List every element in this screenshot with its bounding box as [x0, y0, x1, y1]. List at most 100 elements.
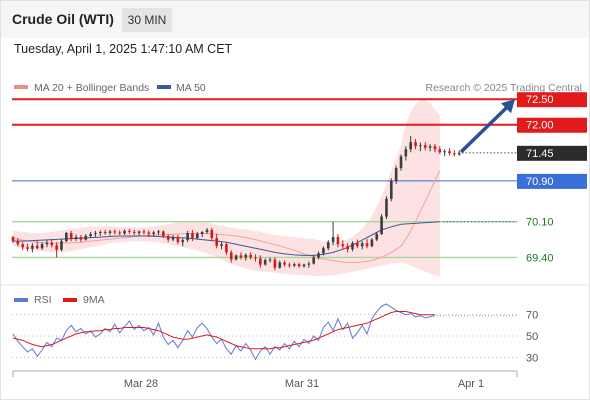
candle-body: [210, 229, 214, 239]
candle-body: [273, 259, 277, 268]
candle-body: [35, 245, 39, 249]
candle-body: [419, 145, 422, 147]
candle-body: [399, 156, 403, 169]
candle-body: [283, 262, 286, 265]
candle-body: [404, 149, 408, 157]
level-tag-70.90: [517, 173, 587, 189]
x-tick-label-mar-31: Mar 31: [285, 378, 319, 390]
candle-body: [113, 231, 117, 233]
timeframe-button[interactable]: 30 MIN: [122, 8, 172, 32]
level-label-72.50: 72.50: [526, 94, 554, 106]
candle-body: [278, 262, 282, 268]
candle-body: [137, 231, 141, 233]
candle-body: [45, 242, 49, 245]
candle-body: [89, 233, 92, 237]
rsi-tick-50: 50: [526, 331, 538, 343]
target-arrow-head: [501, 99, 515, 114]
candle-body: [205, 229, 209, 232]
candle-body: [331, 237, 335, 243]
candle-body: [414, 142, 417, 147]
candle-body: [326, 242, 330, 249]
candle-body: [16, 241, 20, 245]
legend-swatch-ma50: [157, 85, 171, 89]
candle-body: [99, 231, 102, 233]
candle-body: [50, 242, 54, 246]
candle-body: [21, 244, 24, 248]
rsi-tick-30: 30: [526, 352, 538, 364]
candle-body: [229, 252, 233, 260]
candle-body: [409, 142, 412, 150]
candle-body: [186, 232, 189, 241]
candle-body: [346, 246, 349, 250]
rsi-line: [12, 303, 436, 361]
candle-body: [457, 152, 461, 155]
rsi-tick-70: 70: [526, 310, 538, 322]
legend-label-ma50: MA 50: [176, 82, 206, 94]
candle-body: [375, 233, 379, 240]
candle-body: [254, 257, 257, 259]
candle-body: [428, 146, 432, 148]
level-label-69.40: 69.40: [526, 252, 554, 264]
candle-body: [132, 231, 136, 233]
candle-body: [152, 232, 155, 234]
level-label-72.00: 72.00: [526, 120, 554, 132]
candle-body: [103, 231, 107, 233]
copyright-text: Research © 2025 Trading Central: [425, 82, 582, 94]
instrument-title: Crude Oil (WTI): [12, 11, 114, 27]
candle-body: [360, 243, 364, 247]
level-label-71.45: 71.45: [526, 148, 554, 160]
candle-body: [380, 216, 383, 234]
candle-body: [142, 231, 146, 233]
candle-body: [74, 237, 78, 240]
candle-body: [322, 248, 325, 254]
candle-body: [341, 244, 345, 247]
level-label-70.90: 70.90: [526, 176, 554, 188]
candle-body: [79, 237, 83, 240]
candle-body: [171, 237, 175, 240]
candle-body: [351, 243, 354, 250]
candle-body: [448, 151, 451, 154]
candle-body: [297, 264, 301, 267]
candle-body: [453, 153, 456, 155]
candle-body: [263, 260, 267, 265]
candle-body: [259, 258, 262, 265]
candle-body: [307, 263, 311, 265]
candle-body: [239, 255, 243, 258]
candle-body: [220, 244, 223, 246]
legend-label-ma20: MA 20 + Bollinger Bands: [34, 82, 149, 94]
candle-body: [166, 236, 170, 240]
candle-body: [200, 231, 204, 234]
level-tag-71.45: [517, 145, 587, 161]
candle-body: [60, 241, 63, 250]
candle-body: [55, 245, 58, 250]
candle-body: [26, 247, 29, 249]
candle-body: [423, 145, 427, 148]
candle-body: [234, 255, 238, 260]
legend-label-rsi-ma: 9MA: [83, 294, 105, 306]
candle-body: [249, 254, 252, 258]
candle-body: [84, 236, 88, 240]
candle-body: [244, 254, 248, 258]
candle-body: [215, 238, 218, 246]
candle-body: [225, 244, 228, 253]
candle-body: [443, 151, 446, 153]
x-tick-label-mar-28: Mar 28: [124, 378, 158, 390]
candle-body: [438, 149, 442, 153]
candle-body: [390, 180, 393, 199]
candle-body: [157, 231, 160, 233]
candle-body: [385, 198, 388, 217]
candle-body: [123, 230, 126, 234]
candle-body: [191, 232, 194, 239]
candle-body: [365, 243, 369, 247]
candle-body: [302, 264, 306, 267]
target-arrow-shaft: [460, 105, 509, 153]
candle-body: [181, 240, 185, 243]
candle-body: [394, 168, 398, 181]
candle-body: [147, 232, 151, 234]
candle-body: [433, 146, 437, 150]
candle-body: [69, 232, 73, 240]
candle-body: [128, 230, 131, 232]
legend-swatch-ma20: [14, 85, 28, 89]
